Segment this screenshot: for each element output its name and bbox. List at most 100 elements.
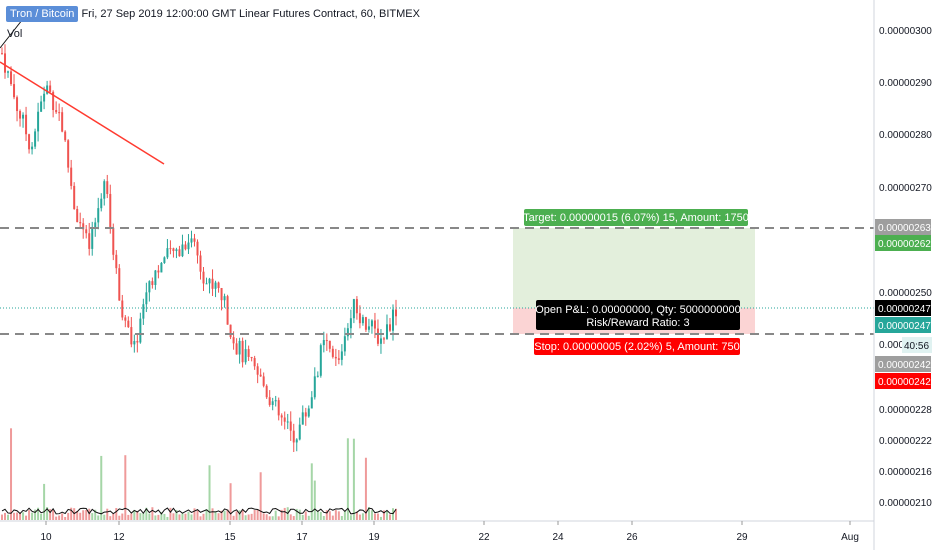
volume-bar [385,510,388,520]
candle-body [70,167,73,186]
candle-body [130,327,133,345]
volume-bar [61,513,64,520]
volume-bar [199,516,202,520]
candle-body [100,198,103,209]
candle-body [244,349,247,363]
candle-body [223,296,226,301]
candle-body [319,345,322,376]
candle-body [13,84,16,98]
candle-body [79,222,82,224]
time-axis[interactable]: 10 12 15 17 19 22 24 26 29 Aug [40,521,859,543]
candle-body [307,408,310,417]
price-tick-label: 0.00000210 [879,498,932,509]
price-tick-label: 0.00000290 [879,78,932,89]
volume-bar [367,507,370,520]
price-axis[interactable]: 0.00000300 0.00000290 0.00000280 0.00000270… [879,26,932,509]
candle-body [124,317,127,321]
candle-body [154,270,157,285]
volume-bar [310,463,313,520]
volume-bar [127,514,130,520]
candle-body [322,340,325,346]
chart-legend-title[interactable]: Tron / Bitcoin Fri, 27 Sep 2019 12:00:00… [6,6,420,22]
candle-body [169,248,172,250]
volume-bar [289,514,292,520]
candle-body [346,328,349,337]
candle-body [40,101,43,112]
volume-bar [322,516,325,520]
candle-body [355,299,358,314]
volume-bar [376,513,379,520]
candle-body [343,336,346,352]
volume-bar [316,511,319,520]
volume-bar [190,514,193,520]
volume-bar [106,508,109,520]
candle-body [382,338,385,340]
symbol-badge[interactable]: Tron / Bitcoin [6,6,79,22]
candle-body [337,358,340,360]
candle-body [367,326,370,330]
volume-bar [229,483,232,520]
volume-bar [331,515,334,520]
candle-body [304,412,307,417]
candle-body [379,338,382,344]
trend-line[interactable] [0,61,165,165]
volume-bar [139,513,142,520]
volume-bar [328,511,331,520]
volume-bar [355,511,358,520]
time-tick-label: 17 [296,532,308,543]
volume-bar [187,511,190,520]
candle-body [28,134,31,150]
volume-bar [196,510,199,520]
price-tick-label: 0.00000270 [879,183,932,194]
volume-bar [124,455,127,520]
volume-bar [52,510,55,520]
candle-body [268,397,271,405]
candle-body [55,110,58,113]
volume-bar [325,510,328,520]
volume-bar [4,512,7,520]
countdown-tag-bg [902,337,932,353]
candle-body [265,385,268,398]
candle-body [151,281,154,285]
volume-bar [370,510,373,520]
time-tick-label: 29 [736,532,748,543]
countdown-tag: 40:56 [904,341,929,352]
candle-body [334,356,337,359]
candle-body [121,300,124,318]
candle-body [178,249,181,257]
candle-body [289,421,292,431]
target-zone[interactable] [513,228,755,308]
candle-body [103,181,106,199]
candle-body [58,112,61,114]
stop-label-bg [534,338,740,355]
volume-bar [301,514,304,520]
volume-bar [280,509,283,520]
target-label: Target: 0.00000015 (6.07%) 15, Amount: 1… [523,212,749,224]
partial-price-tag: 0.000 [879,340,904,351]
volume-series [1,428,397,520]
candle-body [358,313,361,324]
volume-bar [133,509,136,520]
price-tick-label: 0.00000222 [879,436,932,447]
candle-body [115,254,118,269]
candle-body [283,417,286,422]
target-label-bg [524,209,748,226]
candle-body [298,424,301,440]
volume-bar [154,515,157,520]
candle-body [22,114,25,119]
volume-bar [79,512,82,520]
candle-body [88,233,91,249]
candle-body [370,320,373,327]
volume-bar [208,465,211,520]
volume-bar [121,513,124,520]
candle-body [142,304,145,319]
volume-bar [31,512,34,520]
volume-bar [346,438,349,520]
candle-body [181,244,184,257]
candle-body [286,421,289,423]
candle-body [373,320,376,329]
volume-bar [202,513,205,520]
volume-bar [352,438,355,520]
candle-body [187,242,190,250]
